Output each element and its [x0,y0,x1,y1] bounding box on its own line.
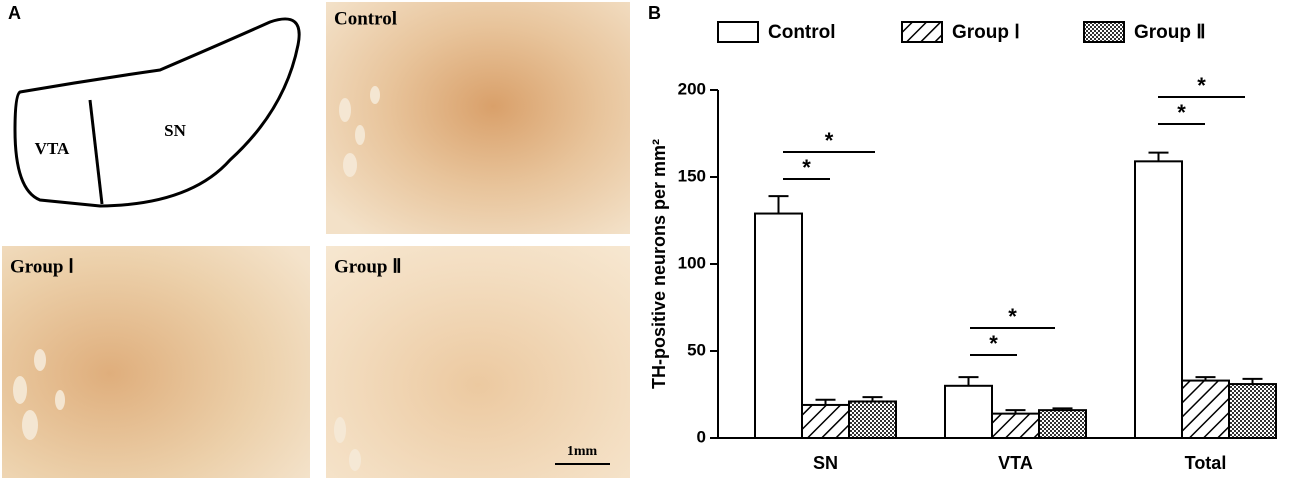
x-tick-label: Total [1185,453,1227,473]
x-tick-label: SN [813,453,838,473]
bar [848,400,897,439]
legend-label: Control [768,22,836,43]
significance-star: * [1008,304,1017,329]
panel-a: A VTA SN Control Group Ⅰ Group Ⅱ 1mm [2,2,630,478]
micrograph [2,246,310,478]
brain-outline [13,17,301,208]
region-label: VTA [35,139,70,158]
panel-label: A [8,3,21,23]
legend-swatch [717,21,759,43]
legend-swatch [901,21,943,43]
y-tick-label: 200 [678,79,706,98]
bar [1228,383,1277,439]
bar [1181,379,1230,439]
legend-swatch [1083,21,1125,43]
scale-bar-label: 1mm [567,444,598,459]
significance-star: * [1197,73,1206,98]
region-divider [88,99,104,205]
panel-label: B [648,3,661,23]
image-label: Group Ⅰ [10,256,74,277]
significance-star: * [825,128,834,153]
y-tick-label: 0 [697,427,706,446]
y-tick-label: 100 [678,253,706,272]
y-tick-label: 50 [687,340,706,359]
legend-label: Group Ⅱ [1134,22,1206,43]
significance-star: * [802,155,811,180]
bar [1038,409,1087,440]
y-axis-label: TH-positive neurons per mm² [649,139,669,389]
bar [944,384,993,439]
y-tick-label: 150 [678,166,706,185]
bar [801,403,850,440]
image-label: Control [334,8,397,29]
image-label: Group Ⅱ [334,256,402,277]
legend-label: Group Ⅰ [952,22,1020,43]
bar [1134,160,1183,439]
micrograph [326,246,630,478]
bar [991,412,1040,440]
plot: 0 50 100 150 200 Control Group Ⅰ Group Ⅱ SN VTA To… [678,21,1277,473]
micrograph [326,2,630,234]
significance-star: * [989,331,998,356]
x-tick-label: VTA [998,453,1033,473]
fiber-holes [13,86,380,471]
bar [754,212,803,439]
significance-star: * [1177,100,1186,125]
region-label: SN [164,121,186,140]
